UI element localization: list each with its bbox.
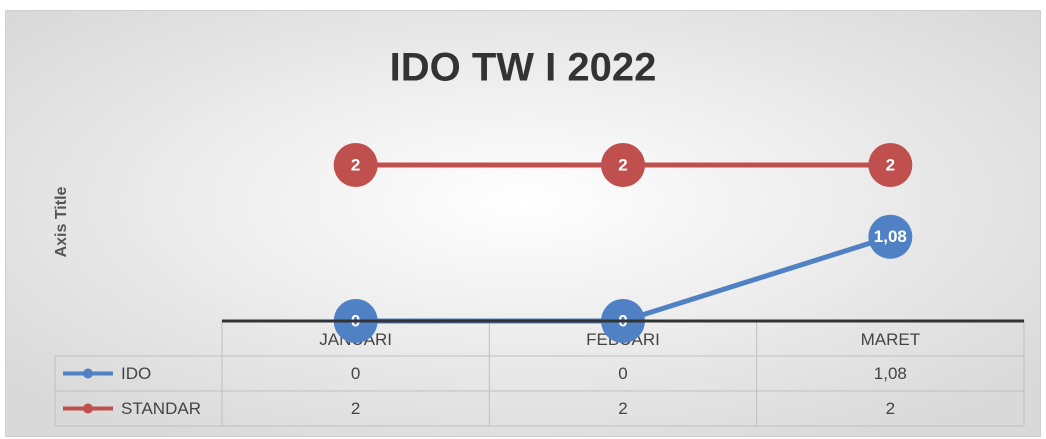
data-label: 2	[618, 155, 627, 174]
legend-label: STANDAR	[121, 399, 201, 418]
marker	[601, 143, 645, 187]
chart-title: IDO TW I 2022	[390, 46, 657, 90]
table-cell: 0	[618, 364, 627, 383]
legend-label: IDO	[121, 364, 151, 383]
table-cell: 2	[886, 399, 895, 418]
y-axis-title: Axis Title	[53, 186, 70, 257]
table-cell: 2	[618, 399, 627, 418]
table-cell: 2	[351, 399, 360, 418]
marker	[333, 143, 378, 187]
data-label: 2	[886, 155, 895, 174]
marker	[868, 143, 913, 187]
table-cell: 0	[351, 364, 360, 383]
table-cell: 1,08	[874, 364, 907, 383]
legend-marker	[83, 403, 93, 414]
marker	[868, 214, 913, 259]
chart-area	[5, 10, 1041, 437]
data-label: 2	[351, 155, 360, 174]
legend-marker	[83, 368, 93, 379]
data-label: 1,08	[874, 227, 907, 246]
x-tick-label: MARET	[861, 330, 921, 349]
